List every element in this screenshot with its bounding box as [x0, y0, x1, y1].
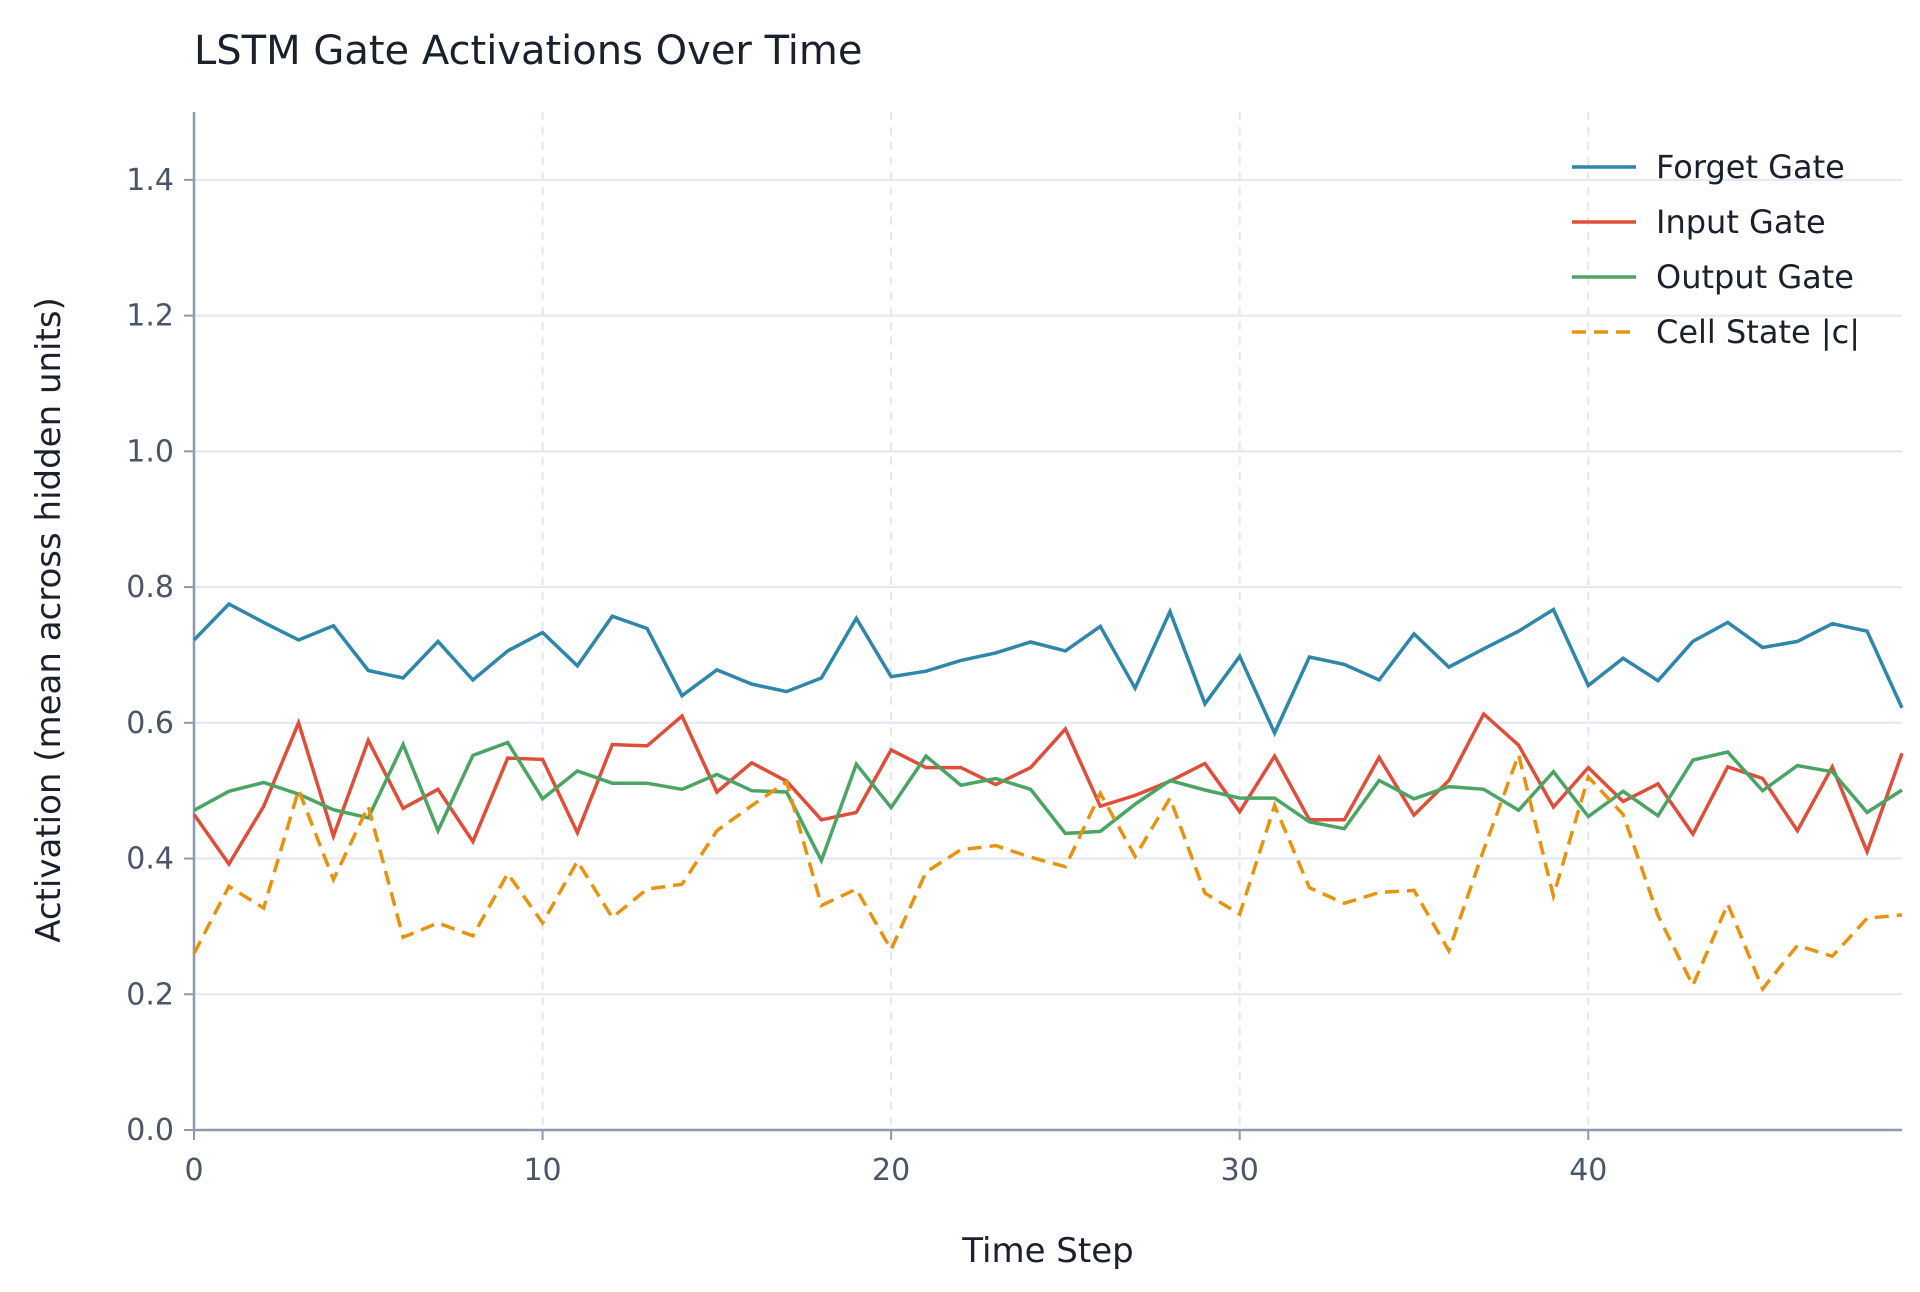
y-tick-label: 0.6: [126, 706, 174, 741]
y-tick-label: 0.0: [126, 1113, 174, 1148]
x-axis-title: Time Step: [961, 1231, 1133, 1271]
axes: [184, 112, 1902, 1140]
legend: Forget Gate Input Gate Output Gate Cell Sta…: [1572, 148, 1860, 351]
y-tick-label: 1.4: [126, 163, 174, 198]
legend-label: Forget Gate: [1656, 148, 1845, 186]
series-layer: [192, 601, 1904, 993]
x-tick-label: 0: [184, 1153, 203, 1188]
tick-labels: 0.0 0.2 0.4 0.6 0.8 1.0 1.2 1.4 0 10 20 30 40: [126, 163, 1607, 1188]
chart-title: LSTM Gate Activations Over Time: [194, 28, 862, 74]
y-tick-label: 0.8: [126, 570, 174, 605]
legend-label: Input Gate: [1656, 203, 1826, 241]
x-tick-label: 20: [872, 1153, 910, 1188]
legend-label: Output Gate: [1656, 258, 1854, 296]
series-line-input-gate: [192, 711, 1904, 868]
y-tick-label: 0.2: [126, 977, 174, 1012]
y-tick-label: 1.2: [126, 299, 174, 334]
legend-label: Cell State |c|: [1656, 313, 1860, 351]
series-line-output-gate: [193, 740, 1903, 865]
x-tick-label: 30: [1221, 1153, 1259, 1188]
y-tick-label: 1.0: [126, 434, 174, 469]
series-line-forget-gate: [192, 601, 1904, 738]
y-axis-title: Activation (mean across hidden units): [29, 297, 69, 943]
x-tick-label: 40: [1569, 1153, 1607, 1188]
x-tick-label: 10: [523, 1153, 561, 1188]
y-tick-label: 0.4: [126, 842, 174, 877]
grid: [194, 112, 1902, 1130]
series-line-cell-state-c: [192, 748, 1903, 993]
